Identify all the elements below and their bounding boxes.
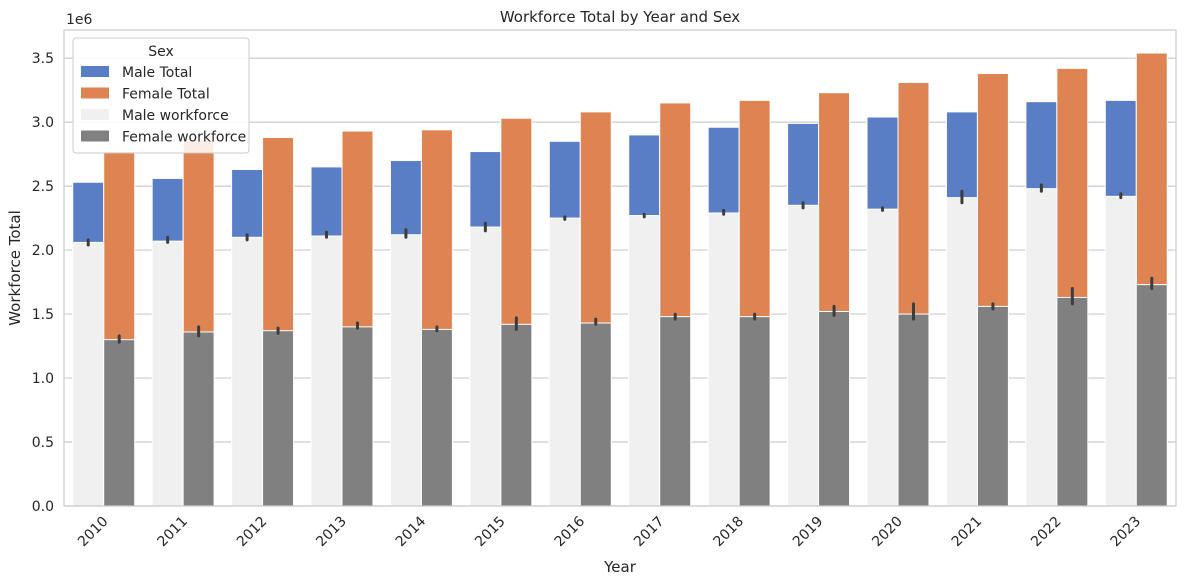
y-tick-label: 2.0 <box>32 243 54 259</box>
male-workforce-bar <box>72 241 105 507</box>
male-workforce-bar <box>151 240 184 507</box>
female-workforce-bar <box>976 305 1009 507</box>
x-tick-labels: 2010 2011 2012 2013 2014 2015 2016 2017 2018 2019… <box>75 513 1144 550</box>
y-tick-label: 1.0 <box>32 371 54 387</box>
x-tick-label: 2021 <box>949 514 986 551</box>
x-tick-label: 2013 <box>313 514 350 551</box>
x-tick-label: 2011 <box>154 514 191 551</box>
female-workforce-bar <box>897 313 930 507</box>
y-tick-label: 3.0 <box>32 115 54 131</box>
male-workforce-bar <box>389 234 422 507</box>
x-tick-label: 2019 <box>790 514 827 551</box>
male-workforce-bar <box>628 215 661 507</box>
x-tick-label: 2022 <box>1028 514 1065 551</box>
y-axis-title: Workforce Total <box>6 210 24 326</box>
x-tick-label: 2020 <box>869 514 906 551</box>
male-workforce-bar <box>707 212 740 507</box>
legend-items: Male Total Female Total Male workforce Fema… <box>81 65 246 146</box>
y-offset-label: 1e6 <box>66 12 93 28</box>
male-workforce-bar <box>469 226 502 507</box>
female-workforce-bar <box>500 323 533 507</box>
legend-title: Sex <box>148 44 174 60</box>
male-workforce-legend-swatch <box>81 109 109 120</box>
male-workforce-legend-label: Male workforce <box>122 108 229 124</box>
female-workforce-bar <box>1135 284 1168 507</box>
female-workforce-bar <box>420 328 453 507</box>
x-tick-label: 2010 <box>75 514 112 551</box>
x-tick-label: 2018 <box>710 514 747 551</box>
male-workforce-bar <box>787 204 820 507</box>
male-workforce-bar <box>231 236 264 507</box>
male-workforce-bar <box>945 197 978 507</box>
plot-frame <box>63 29 1177 507</box>
chart-title: Workforce Total by Year and Sex <box>500 8 740 26</box>
x-tick-label: 2016 <box>552 513 589 550</box>
x-axis-title: Year <box>603 558 637 576</box>
female-workforce-legend-label: Female workforce <box>122 130 246 146</box>
female-workforce-bar <box>341 326 374 507</box>
female-workforce-bar <box>262 330 295 507</box>
error-bars <box>86 183 1154 344</box>
x-tick-label: 2015 <box>472 514 509 551</box>
female-workforce-legend-swatch <box>81 130 109 142</box>
female-workforce-bar <box>103 339 136 507</box>
female-workforce-bar <box>659 316 692 507</box>
female-workforce-bar <box>1056 296 1089 507</box>
x-tick-label: 2023 <box>1108 514 1145 551</box>
female-workforce-bar <box>738 316 771 507</box>
y-tick-labels: 0.0 0.5 1.0 1.5 2.0 2.5 3.0 3.5 <box>32 51 54 515</box>
x-tick-label: 2014 <box>393 513 430 550</box>
male-total-legend-label: Male Total <box>122 65 192 81</box>
x-tick-label: 2017 <box>631 514 668 551</box>
male-workforce-bar <box>866 208 899 507</box>
y-tick-label: 2.5 <box>32 179 54 195</box>
female-total-legend-swatch <box>81 87 109 99</box>
female-workforce-bar <box>818 311 851 507</box>
female-workforce-bar <box>182 331 215 507</box>
male-workforce-bar <box>548 217 581 507</box>
female-total-legend-label: Female Total <box>122 87 210 103</box>
x-tick-label: 2012 <box>234 514 271 551</box>
male-workforce-bar <box>1104 195 1137 507</box>
female-workforce-bar <box>579 322 612 507</box>
y-tick-label: 0.5 <box>32 435 54 451</box>
male-total-legend-swatch <box>81 66 109 77</box>
y-tick-label: 0.0 <box>32 499 54 515</box>
male-workforce-bar <box>1025 188 1058 507</box>
male-workforce-bar <box>310 235 343 507</box>
bars <box>72 52 1168 507</box>
legend-box <box>72 37 250 154</box>
y-tick-label: 3.5 <box>32 51 54 67</box>
legend: Sex Male Total Female Total Male workforce… <box>72 37 250 154</box>
y-tick-label: 1.5 <box>32 307 54 323</box>
